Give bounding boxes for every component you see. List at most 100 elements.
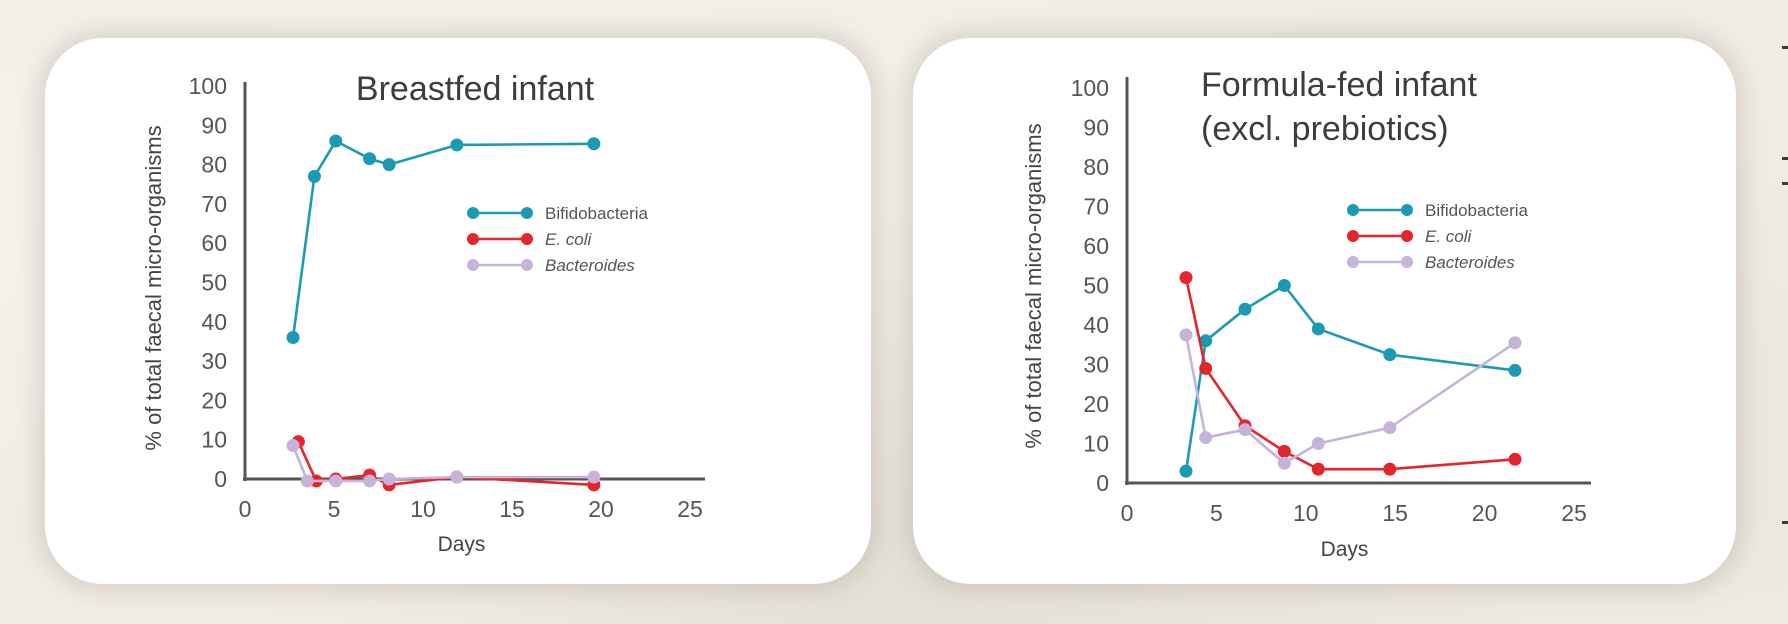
x-tick-label: 15 [1382, 500, 1408, 526]
edge-mark [1782, 521, 1788, 524]
legend-marker-bacteroides [1347, 256, 1359, 268]
data-point-bifidobacteria [1238, 302, 1252, 316]
data-point-bacteroides [450, 470, 464, 484]
y-tick-label: 20 [201, 387, 227, 413]
y-tick-label: 20 [1083, 391, 1109, 417]
y-tick-label: 60 [201, 230, 227, 256]
legend-marker-ecoli [521, 233, 533, 245]
y-tick-label: 100 [1071, 75, 1109, 101]
data-point-bacteroides [363, 474, 377, 488]
series-line-ecoli [1184, 277, 1516, 471]
data-point-ecoli [1199, 361, 1213, 375]
y-tick-label: 30 [1083, 352, 1109, 378]
y-axis-title: % of total faecal micro-organisms [141, 125, 166, 450]
data-point-bifidobacteria [450, 138, 464, 152]
data-point-bacteroides [1383, 421, 1397, 435]
data-point-bifidobacteria [587, 137, 601, 151]
x-axis-title: Days [438, 533, 486, 556]
data-point-bifidobacteria [1277, 279, 1291, 292]
chart-title: (excl. prebiotics) [1201, 110, 1449, 148]
data-point-bacteroides [1238, 423, 1252, 437]
legend-marker-bacteroides [521, 259, 533, 271]
series-line-bifidobacteria [1184, 284, 1516, 472]
data-point-bacteroides [1508, 336, 1522, 350]
data-point-ecoli [1277, 444, 1291, 458]
y-tick-label: 0 [1096, 470, 1109, 496]
y-tick-label: 40 [201, 309, 227, 335]
y-tick-label: 70 [201, 191, 227, 217]
legend-label-bifidobacteria: Bifidobacteria [1425, 201, 1529, 220]
legend-label-ecoli: E. coli [545, 230, 593, 249]
data-point-bacteroides [1199, 431, 1213, 445]
y-tick-label: 10 [1083, 431, 1109, 457]
legend-label-bacteroides: Bacteroides [1425, 253, 1515, 272]
x-tick-label: 20 [588, 496, 614, 522]
breastfed-chart-panel: 0 10 20 30 40 50 60 70 80 90 100 0 5 10 15 20 25 Days % of… [45, 38, 871, 584]
y-tick-label: 10 [201, 427, 227, 453]
y-tick-label: 70 [1083, 194, 1109, 220]
data-point-ecoli [1179, 271, 1193, 285]
legend-marker-bacteroides [467, 259, 479, 271]
x-tick-label: 5 [328, 496, 341, 522]
x-axis-title: Days [1321, 538, 1369, 561]
y-tick-label: 50 [201, 270, 227, 296]
data-point-bifidobacteria [1199, 334, 1213, 348]
data-point-bacteroides [1277, 456, 1291, 470]
legend-marker-ecoli [467, 233, 479, 245]
y-axis-title: % of total faecal micro-organisms [1021, 123, 1046, 448]
data-point-bacteroides [329, 474, 343, 488]
data-point-ecoli [1311, 462, 1325, 476]
legend-marker-ecoli [1401, 230, 1413, 242]
legend-marker-bifidobacteria [521, 207, 533, 219]
data-point-bacteroides [1311, 437, 1325, 450]
data-point-ecoli [1383, 462, 1397, 476]
y-tick-label: 30 [201, 348, 227, 374]
data-point-bacteroides [382, 472, 396, 486]
y-tick-label: 50 [1083, 273, 1109, 299]
data-point-bacteroides [286, 439, 300, 453]
chart-title: Formula-fed infant [1201, 66, 1477, 104]
data-point-bifidobacteria [1179, 464, 1193, 478]
y-tick-label: 80 [201, 152, 227, 178]
legend-marker-bifidobacteria [1401, 204, 1413, 216]
y-tick-label: 90 [201, 112, 227, 138]
y-tick-label: 60 [1083, 233, 1109, 259]
edge-mark [1782, 182, 1788, 185]
chart-title: Breastfed infant [356, 70, 595, 108]
x-tick-label: 25 [677, 496, 703, 522]
y-tick-label: 40 [1083, 312, 1109, 338]
data-point-bifidobacteria [382, 158, 396, 172]
legend-marker-bifidobacteria [1347, 204, 1359, 216]
data-point-ecoli [1508, 452, 1522, 466]
x-tick-label: 25 [1561, 500, 1587, 526]
data-point-bifidobacteria [329, 134, 343, 148]
x-tick-label: 10 [410, 496, 436, 522]
legend-label-bifidobacteria: Bifidobacteria [545, 204, 649, 223]
legend-marker-bifidobacteria [467, 207, 479, 219]
legend-label-bacteroides: Bacteroides [545, 256, 635, 275]
data-point-bifidobacteria [1311, 322, 1325, 336]
x-tick-label: 0 [1121, 500, 1134, 526]
x-tick-label: 0 [239, 496, 252, 522]
x-tick-label: 5 [1210, 500, 1223, 526]
edge-mark [1782, 157, 1788, 160]
data-point-bifidobacteria [363, 152, 377, 166]
y-tick-label: 100 [189, 73, 227, 99]
formula-fed-chart-panel: 0 10 20 30 40 50 60 70 80 90 100 0 5 10 15 20 25 Days % of… [913, 38, 1736, 584]
breastfed-chart: 0 10 20 30 40 50 60 70 80 90 100 0 5 10 15 20 25 Days % of… [141, 70, 705, 556]
data-point-bifidobacteria [1383, 348, 1397, 362]
edge-mark [1782, 46, 1788, 49]
legend-marker-ecoli [1347, 230, 1359, 242]
y-tick-label: 90 [1083, 115, 1109, 141]
y-tick-label: 0 [214, 466, 227, 492]
data-point-bacteroides [1179, 328, 1193, 342]
x-tick-label: 10 [1293, 500, 1319, 526]
series-line-bacteroides [1184, 334, 1516, 465]
x-tick-label: 15 [499, 496, 525, 522]
legend-label-ecoli: E. coli [1425, 227, 1473, 246]
y-tick-label: 80 [1083, 154, 1109, 180]
data-point-bifidobacteria [1508, 363, 1522, 377]
legend-marker-bacteroides [1401, 256, 1413, 268]
data-point-bacteroides [300, 474, 314, 488]
data-point-bifidobacteria [286, 331, 300, 345]
